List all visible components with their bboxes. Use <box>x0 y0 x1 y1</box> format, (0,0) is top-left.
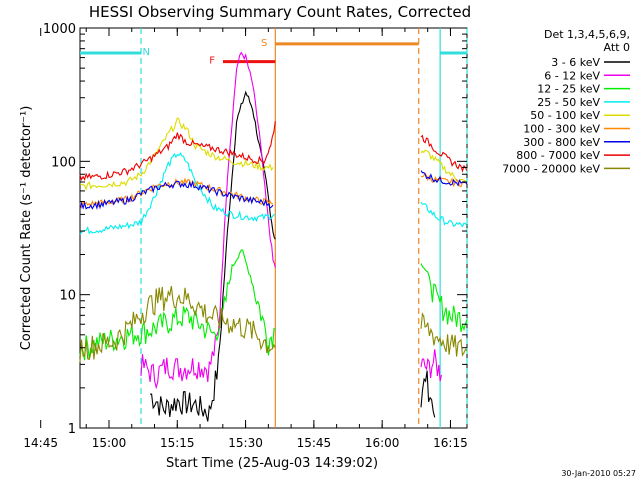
flag-label-S: S <box>261 38 267 49</box>
series-line-2-1 <box>420 263 468 333</box>
series-line-1-0 <box>140 51 276 390</box>
series-line-0-1 <box>420 370 436 418</box>
annotation-layer: N F S <box>80 28 468 428</box>
chart-title: HESSI Observing Summary Count Rates, Cor… <box>89 3 471 21</box>
series-line-7-1 <box>420 134 468 173</box>
legend-header-line-1: Det 1,3,4,5,6,9, <box>544 28 630 41</box>
x-tick-label-0: 14:45 <box>23 436 58 450</box>
legend-label-4: 50 - 100 keV <box>530 109 600 122</box>
series-line-6-1 <box>420 170 468 187</box>
legend-label-1: 6 - 12 keV <box>544 69 600 82</box>
legend-label-6: 300 - 800 keV <box>523 136 600 149</box>
x-tick-label-2: 15:15 <box>160 436 195 450</box>
x-tick-label-3: 15:30 <box>228 436 263 450</box>
x-tick-label-4: 15:45 <box>297 436 332 450</box>
legend-label-5: 100 - 300 keV <box>523 123 600 136</box>
series-line-5-1 <box>420 172 468 188</box>
series-line-4-0 <box>79 117 274 191</box>
legend-label-7: 800 - 7000 keV <box>516 149 600 162</box>
legend-label-8: 7000 - 20000 keV <box>502 162 600 175</box>
series-line-0-0 <box>150 90 276 422</box>
x-tick-label-1: 15:00 <box>92 436 127 450</box>
series-line-8-1 <box>420 312 468 357</box>
axis-layer: 14:45 15:00 15:15 15:30 15:45 16:00 16:15 1 10 10… <box>23 22 467 450</box>
series-line-5-0 <box>79 177 274 210</box>
flag-label-F: F <box>209 56 215 67</box>
y-tick-label-1: 10 <box>59 289 76 304</box>
y-axis-label: Corrected Count Rate (s⁻¹ detector⁻¹) <box>19 106 34 351</box>
legend-label-2: 12 - 25 keV <box>537 83 600 96</box>
x-tick-label-6: 16:15 <box>433 436 468 450</box>
plot-frame <box>79 27 468 429</box>
series-line-3-1 <box>420 201 468 228</box>
series-line-3-0 <box>79 152 276 235</box>
series-line-7-0 <box>79 121 276 181</box>
generation-timestamp: 30-Jan-2010 05:27 <box>561 469 636 478</box>
series-layer <box>79 51 468 422</box>
y-tick-label-0: 1 <box>68 422 76 437</box>
legend-header-line-2: Att 0 <box>604 41 630 54</box>
series-line-1-1 <box>420 349 443 382</box>
series-line-6-0 <box>79 180 274 211</box>
y-tick-label-2: 100 <box>51 155 76 170</box>
legend-label-0: 3 - 6 keV <box>551 56 600 69</box>
flag-label-N: N <box>143 47 150 58</box>
x-tick-label-5: 16:00 <box>365 436 400 450</box>
x-axis-label: Start Time (25-Aug-03 14:39:02) <box>166 456 378 471</box>
y-tick-label-3: 1000 <box>43 22 76 37</box>
legend-label-3: 25 - 50 keV <box>537 96 600 109</box>
series-line-8-0 <box>79 285 276 363</box>
series-line-2-0 <box>79 249 276 361</box>
